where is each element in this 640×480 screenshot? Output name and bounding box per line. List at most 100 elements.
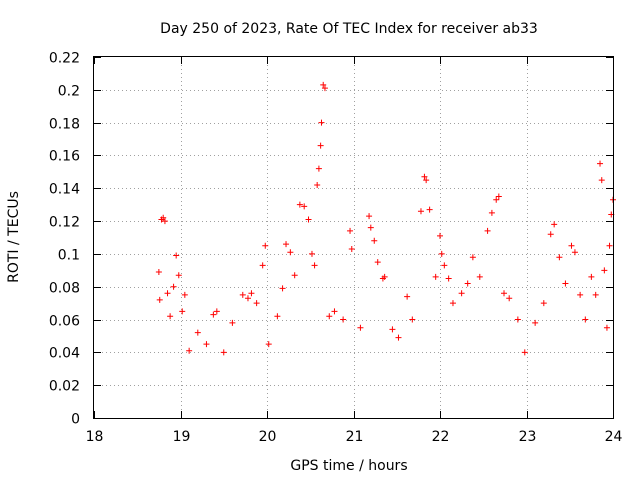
data-point bbox=[287, 249, 294, 256]
x-tick-label: 18 bbox=[86, 429, 104, 445]
data-point bbox=[449, 300, 456, 307]
data-point bbox=[248, 290, 255, 297]
data-point bbox=[314, 181, 321, 188]
y-tick-label: 0.06 bbox=[49, 314, 80, 330]
x-tick-label: 22 bbox=[432, 429, 450, 445]
data-point bbox=[210, 311, 217, 318]
x-tick-label: 23 bbox=[519, 429, 537, 445]
data-point bbox=[186, 347, 193, 354]
data-point bbox=[521, 349, 528, 356]
data-point bbox=[173, 252, 180, 259]
data-point bbox=[296, 201, 303, 208]
x-tick-label: 21 bbox=[346, 429, 364, 445]
x-tick-label: 19 bbox=[173, 429, 191, 445]
data-point bbox=[577, 291, 584, 298]
data-point bbox=[476, 273, 483, 280]
data-point bbox=[340, 316, 347, 323]
data-point bbox=[311, 262, 318, 269]
y-tick-label: 0.1 bbox=[58, 248, 80, 264]
data-point bbox=[445, 275, 452, 282]
data-point bbox=[229, 319, 236, 326]
data-point bbox=[432, 273, 439, 280]
data-point bbox=[374, 259, 381, 266]
y-tick-label: 0.04 bbox=[49, 346, 80, 362]
data-point bbox=[547, 231, 554, 238]
data-point bbox=[464, 280, 471, 287]
data-point bbox=[321, 85, 328, 92]
data-point bbox=[357, 324, 364, 331]
data-point bbox=[371, 237, 378, 244]
data-point bbox=[274, 313, 281, 320]
data-point bbox=[253, 300, 260, 307]
data-point bbox=[606, 242, 613, 249]
data-point bbox=[170, 283, 177, 290]
data-point bbox=[381, 273, 388, 280]
data-point bbox=[283, 241, 290, 248]
y-axis-label: ROTI / TECUs bbox=[6, 191, 22, 283]
data-point bbox=[347, 227, 354, 234]
y-tick-label: 0.2 bbox=[58, 84, 80, 100]
x-axis-label: GPS time / hours bbox=[290, 458, 407, 474]
data-point bbox=[495, 193, 502, 200]
data-point bbox=[514, 316, 521, 323]
data-point bbox=[582, 316, 589, 323]
data-point bbox=[597, 160, 604, 167]
data-point bbox=[493, 196, 500, 203]
data-point bbox=[409, 316, 416, 323]
data-point bbox=[437, 232, 443, 239]
data-point bbox=[484, 227, 491, 234]
y-tick-label: 0.14 bbox=[49, 182, 80, 198]
y-tick-label: 0 bbox=[71, 412, 80, 428]
data-point bbox=[421, 173, 428, 180]
data-point bbox=[438, 250, 445, 257]
data-point bbox=[506, 295, 513, 302]
data-points bbox=[155, 81, 616, 356]
data-point bbox=[291, 272, 298, 279]
data-point bbox=[164, 290, 171, 297]
data-point bbox=[532, 319, 539, 326]
data-point bbox=[203, 341, 210, 348]
data-point bbox=[318, 119, 325, 126]
data-point bbox=[562, 280, 569, 287]
data-point bbox=[571, 249, 578, 256]
data-point bbox=[551, 221, 558, 228]
data-point bbox=[244, 295, 251, 302]
data-point bbox=[181, 291, 188, 298]
data-point bbox=[175, 272, 182, 279]
data-point bbox=[167, 313, 174, 320]
data-point bbox=[395, 334, 402, 341]
data-point bbox=[441, 262, 448, 269]
chart-title: Day 250 of 2023, Rate Of TEC Index for r… bbox=[160, 21, 538, 37]
grid-lines bbox=[94, 57, 613, 418]
data-point bbox=[320, 81, 327, 88]
data-point bbox=[588, 273, 595, 280]
data-point bbox=[598, 177, 605, 184]
x-tick-labels: 18 19 20 21 22 23 24 bbox=[86, 429, 623, 445]
data-point bbox=[331, 308, 338, 315]
data-point bbox=[317, 142, 324, 149]
data-point bbox=[404, 293, 411, 300]
data-point bbox=[568, 242, 575, 249]
data-point bbox=[366, 213, 373, 220]
data-point bbox=[259, 262, 266, 269]
data-point bbox=[262, 242, 269, 249]
data-point bbox=[156, 296, 163, 303]
data-point bbox=[556, 254, 563, 261]
y-tick-label: 0.12 bbox=[49, 215, 80, 231]
data-point bbox=[315, 165, 322, 172]
data-point bbox=[603, 324, 610, 331]
data-point bbox=[155, 268, 162, 275]
data-point bbox=[194, 329, 201, 336]
y-tick-label: 0.22 bbox=[49, 51, 80, 67]
data-point bbox=[213, 308, 220, 315]
data-point bbox=[308, 250, 315, 257]
data-point bbox=[367, 224, 374, 231]
data-point bbox=[348, 245, 355, 252]
data-point bbox=[423, 177, 430, 184]
data-point bbox=[417, 208, 424, 215]
data-point bbox=[592, 291, 599, 298]
data-point bbox=[458, 290, 465, 297]
data-point bbox=[469, 254, 476, 261]
data-point bbox=[265, 341, 272, 348]
